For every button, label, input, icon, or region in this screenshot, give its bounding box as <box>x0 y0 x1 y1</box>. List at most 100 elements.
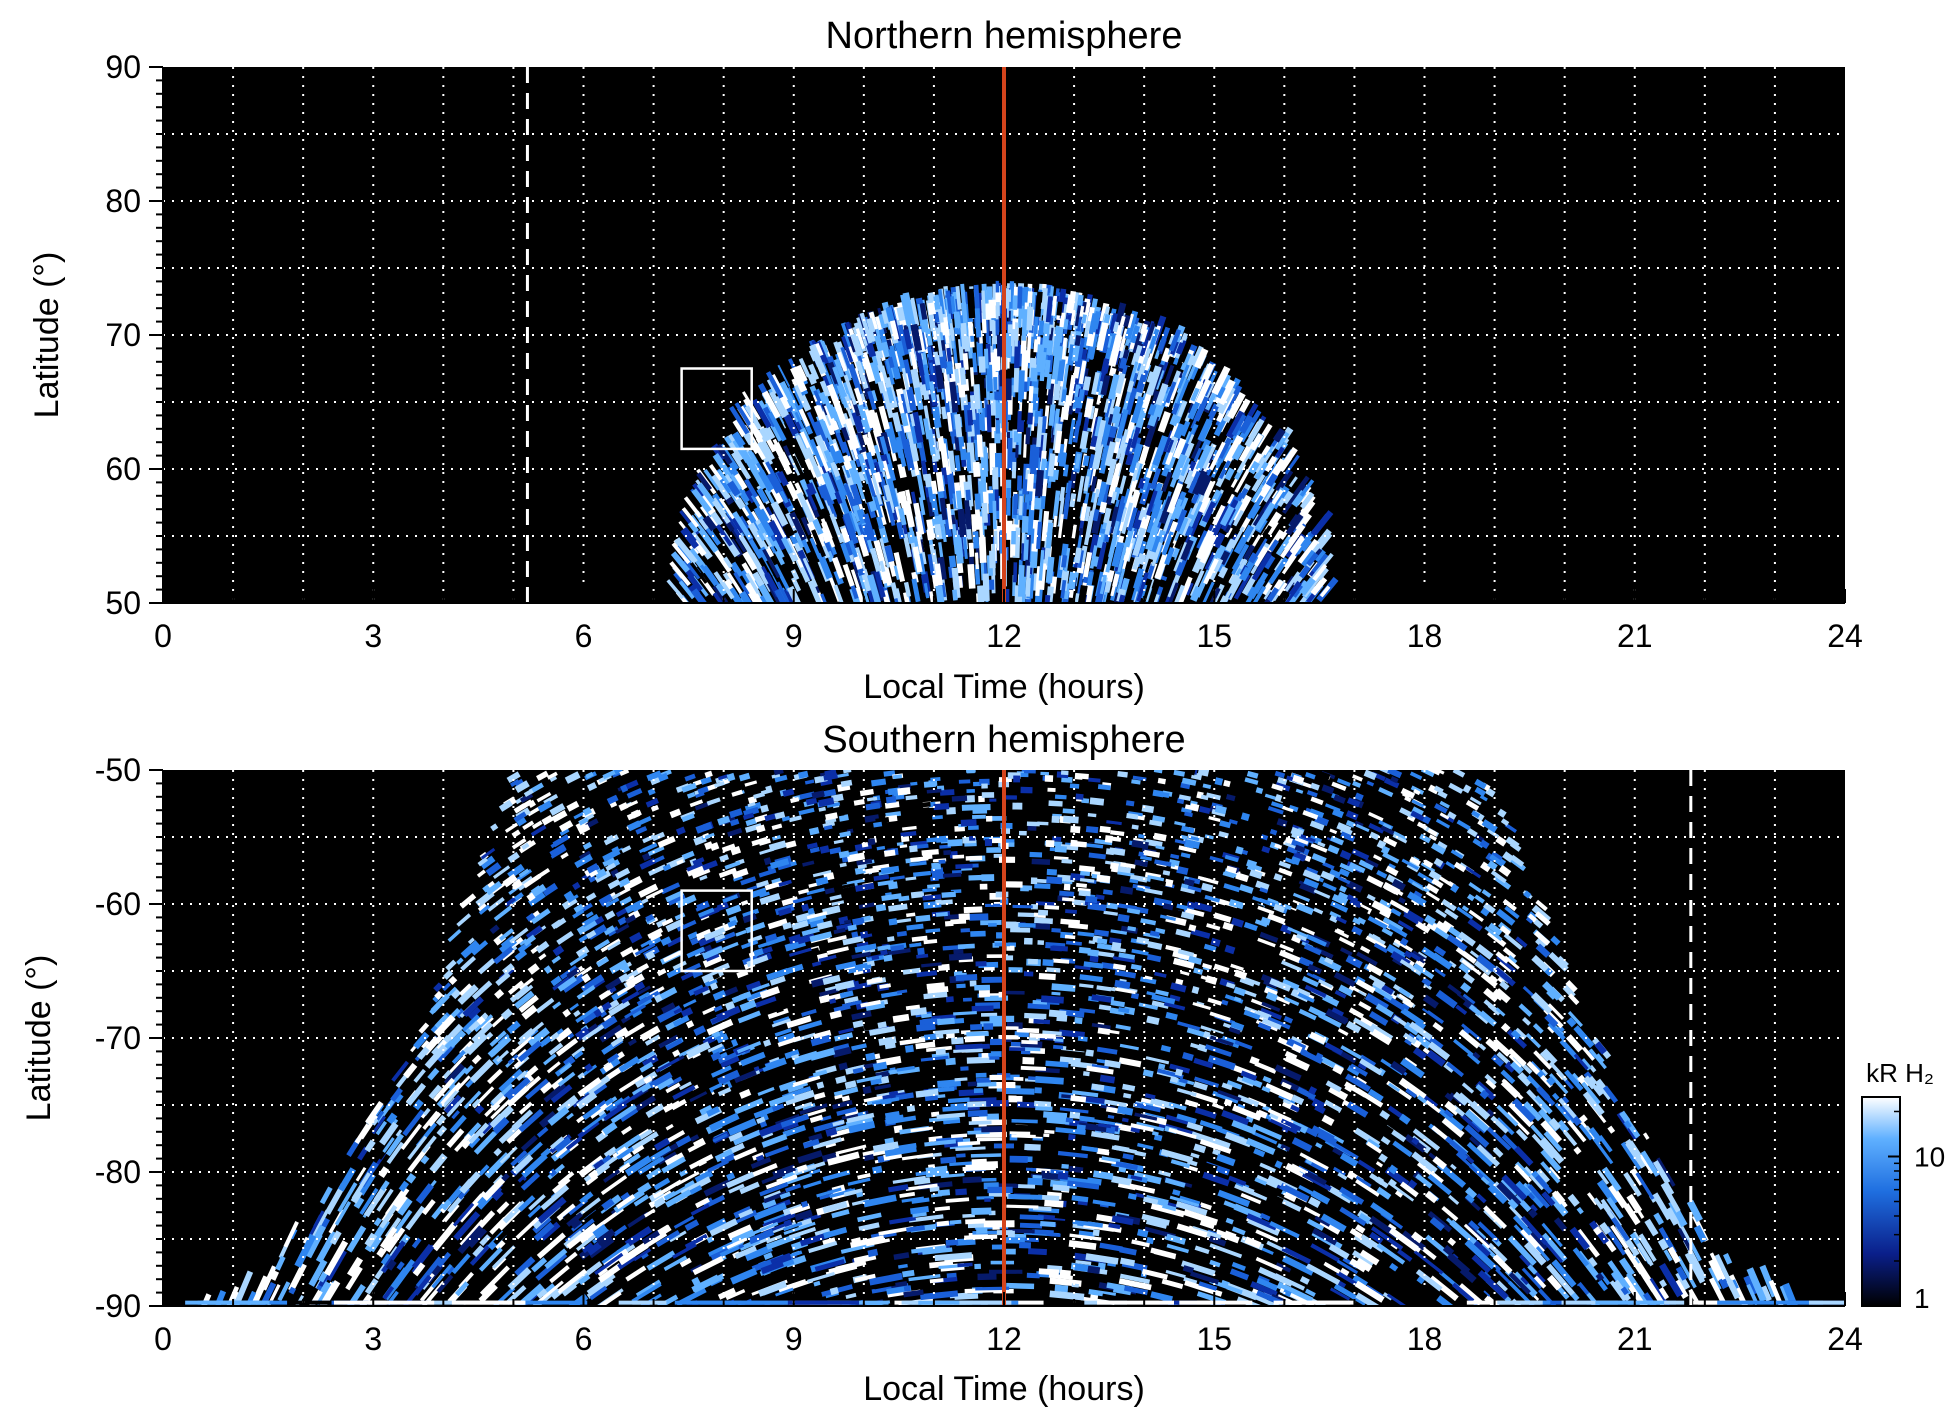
heatmap-cell <box>1288 837 1306 850</box>
heatmap-cell <box>887 881 898 890</box>
heatmap-cell <box>1217 566 1229 579</box>
heatmap-cell <box>1534 1095 1553 1115</box>
heatmap-cell <box>1565 1034 1584 1053</box>
heatmap-cell <box>1447 811 1457 820</box>
heatmap-cell <box>967 563 976 589</box>
heatmap-cell <box>1119 315 1126 328</box>
heatmap-cell <box>970 1153 1002 1158</box>
heatmap-cell <box>911 411 924 443</box>
heatmap-cell <box>1190 1042 1200 1049</box>
heatmap-cell <box>1134 1150 1147 1157</box>
grid-north <box>163 67 1845 603</box>
heatmap-cell <box>1461 1280 1486 1303</box>
heatmap-cell <box>1215 1229 1240 1244</box>
heatmap-cell <box>744 405 762 430</box>
heatmap-cell <box>840 542 852 563</box>
heatmap-cell <box>1540 1120 1563 1144</box>
heatmap-cell <box>718 497 735 520</box>
heatmap-cell <box>732 438 752 464</box>
heatmap-cell <box>750 887 767 899</box>
heatmap-cell <box>950 918 967 925</box>
heatmap-cell <box>1288 580 1302 597</box>
heatmap-cell <box>1152 435 1169 467</box>
heatmap-cell <box>1319 585 1331 598</box>
heatmap-cell <box>1198 578 1213 603</box>
heatmap-cell <box>813 389 822 402</box>
heatmap-cell <box>733 1129 762 1146</box>
heatmap-cell <box>931 871 945 880</box>
heatmap-cell <box>1356 951 1378 966</box>
heatmap-cell <box>862 513 876 542</box>
heatmap-cell <box>373 1217 382 1227</box>
heatmap-cell <box>1111 541 1124 568</box>
heatmap-cell <box>1567 1193 1580 1207</box>
heatmap-cell <box>471 1098 481 1108</box>
heatmap-cell <box>687 573 703 592</box>
heatmap-cell <box>630 1095 657 1115</box>
heatmap-cell <box>631 1282 662 1303</box>
heatmap-cell <box>955 285 962 310</box>
heatmap-cell <box>288 1286 297 1295</box>
heatmap-cell <box>514 949 528 962</box>
heatmap-cell <box>929 1278 944 1284</box>
heatmap-cell <box>969 367 975 387</box>
heatmap-cell <box>1129 874 1148 883</box>
heatmap-cell <box>946 411 953 432</box>
heatmap-cell <box>798 408 811 427</box>
heatmap-cell <box>448 1054 467 1074</box>
heatmap-cell <box>541 1245 561 1264</box>
heatmap-cell <box>710 511 724 527</box>
heatmap-cell <box>859 788 874 797</box>
heatmap-cell <box>1193 395 1210 422</box>
heatmap-cell <box>1158 1170 1172 1177</box>
heatmap-cell <box>829 1127 854 1138</box>
heatmap-cell <box>1173 437 1187 460</box>
heatmap-cell <box>759 986 780 999</box>
heatmap-cell <box>1014 340 1021 369</box>
heatmap-cell <box>1168 328 1182 352</box>
heatmap-cell <box>633 1194 650 1207</box>
heatmap-cell <box>851 460 863 489</box>
heatmap-cell <box>907 531 917 544</box>
heatmap-cell <box>478 1164 490 1176</box>
heatmap-cell <box>775 1005 784 1014</box>
heatmap-cell <box>1199 1202 1212 1211</box>
heatmap-cell <box>927 553 935 576</box>
heatmap-cell <box>982 573 990 602</box>
heatmap-cell <box>1227 493 1235 505</box>
heatmap-cell <box>1420 862 1436 873</box>
heatmap-cell <box>1078 946 1091 954</box>
heatmap-cell <box>484 1095 506 1117</box>
heatmap-cell <box>1108 334 1123 367</box>
heatmap-cell <box>1007 437 1013 470</box>
heatmap-cell <box>682 998 697 1008</box>
heatmap-cell <box>1058 1029 1085 1039</box>
heatmap-cell <box>1046 373 1052 390</box>
heatmap-cell <box>791 562 801 575</box>
heatmap-cell <box>1077 550 1084 569</box>
heatmap-cell <box>763 1252 774 1260</box>
heatmap-cell <box>498 1068 523 1092</box>
heatmap-cell <box>1211 365 1231 396</box>
heatmap-cell <box>1208 405 1219 422</box>
heatmap-cell <box>1496 1117 1515 1136</box>
heatmap-cell <box>712 453 733 479</box>
heatmap-cell <box>530 824 547 837</box>
heatmap-cell <box>1435 908 1447 919</box>
heatmap-cell <box>900 393 908 414</box>
heatmap-cell <box>713 571 735 600</box>
heatmap-cell <box>954 1077 968 1082</box>
heatmap-cell <box>877 879 894 887</box>
heatmap-cell <box>1278 867 1293 877</box>
heatmap-cell <box>957 943 975 950</box>
heatmap-cell <box>1530 1107 1541 1118</box>
heatmap-cell <box>1135 369 1149 394</box>
heatmap-cell <box>925 928 941 934</box>
heatmap-cell <box>1548 1117 1561 1131</box>
heatmap-cell <box>900 294 911 327</box>
heatmap-cell <box>1466 827 1478 838</box>
heatmap-cell <box>695 821 713 834</box>
heatmap-cell <box>1190 1152 1200 1159</box>
heatmap-cell <box>1675 1271 1691 1291</box>
heatmap-cell <box>670 551 690 573</box>
